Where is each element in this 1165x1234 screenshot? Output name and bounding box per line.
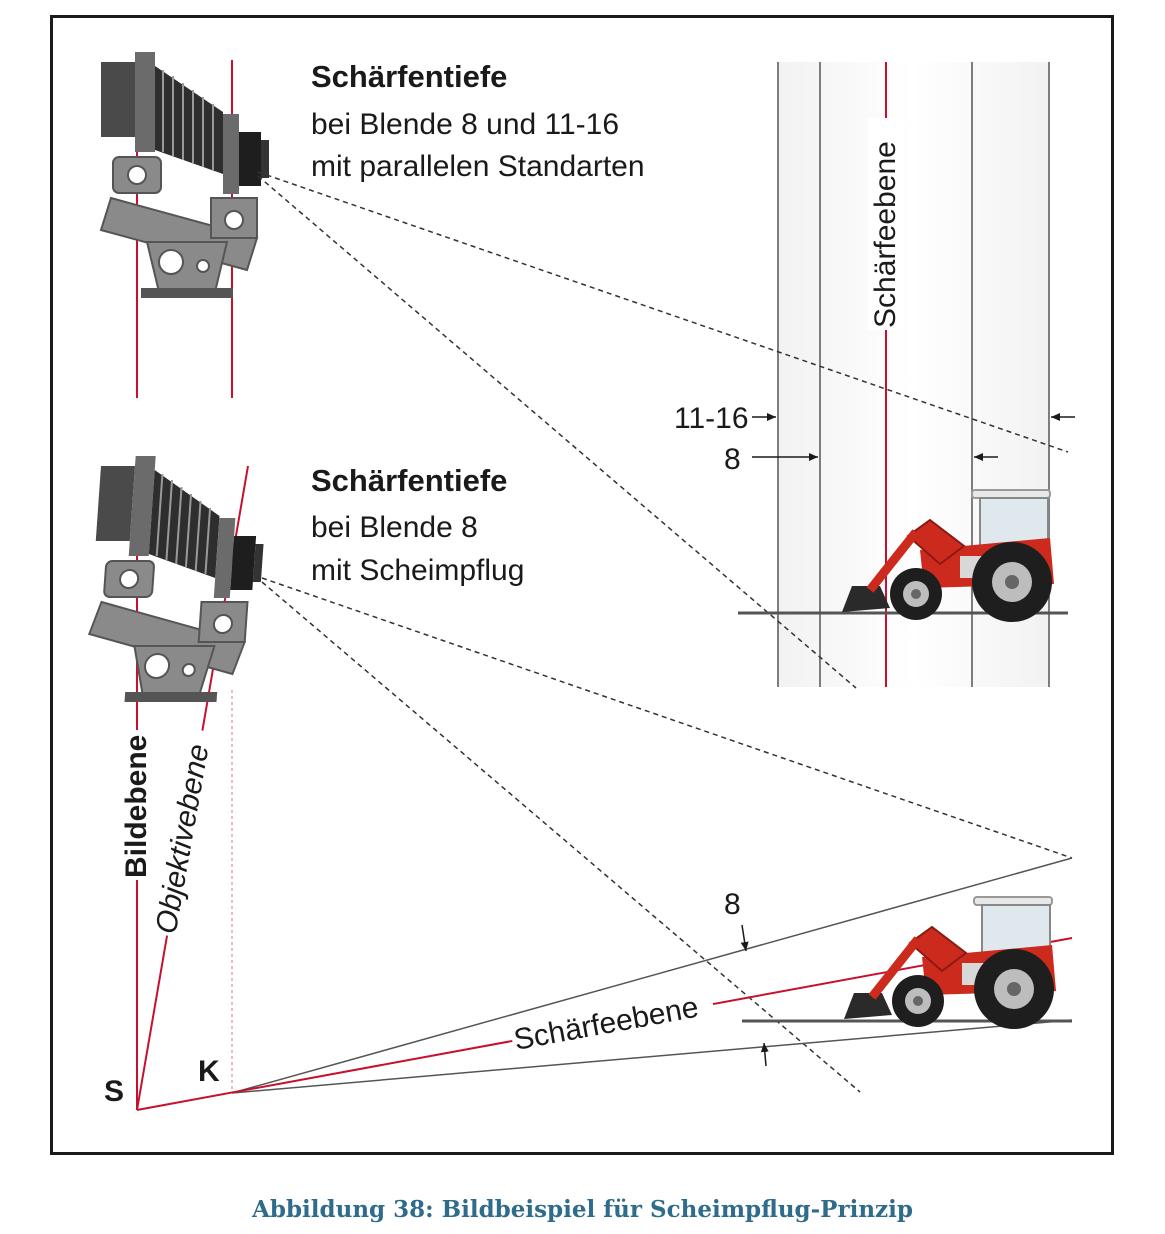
bottom-line-2: mit Scheimpflug [311,554,524,587]
aperture-arrows-top [752,413,1075,461]
bottom-tractor [844,897,1056,1029]
depth-wedge-lines [231,857,1073,1094]
image-plane-label: Bildebene [120,735,153,878]
top-panel: Schärfentiefe bei Blende 8 und 11-16 mit… [100,51,1075,689]
bottom-camera [83,454,271,704]
point-k-label: K [198,1055,220,1088]
bottom-dashed-rays [261,577,1073,1093]
point-s-label: S [104,1075,124,1108]
lens-plane-label: Objektivebene [150,742,216,937]
bottom-heading: Schärfentiefe [311,463,507,498]
top-heading: Schärfentiefe [311,59,507,94]
bottom-line-1: bei Blende 8 [311,511,478,544]
top-camera [100,51,270,299]
top-line-1: bei Blende 8 und 11-16 [311,108,619,141]
figure-caption: Abbildung 38: Bildbeispiel für Scheimpfl… [252,1196,913,1223]
aperture-label-narrow: 8 [724,443,741,476]
top-focus-plane-label: Schärfeebene [869,141,902,328]
aperture-label-wide: 11-16 [674,402,749,435]
top-dashed-rays [257,171,1069,689]
top-line-2: mit parallelen Standarten [311,150,645,183]
aperture-arrows-bottom [740,924,769,1067]
bottom-focus-plane-label: Schärfeebene [511,991,701,1057]
bottom-aperture-label: 8 [724,888,741,921]
